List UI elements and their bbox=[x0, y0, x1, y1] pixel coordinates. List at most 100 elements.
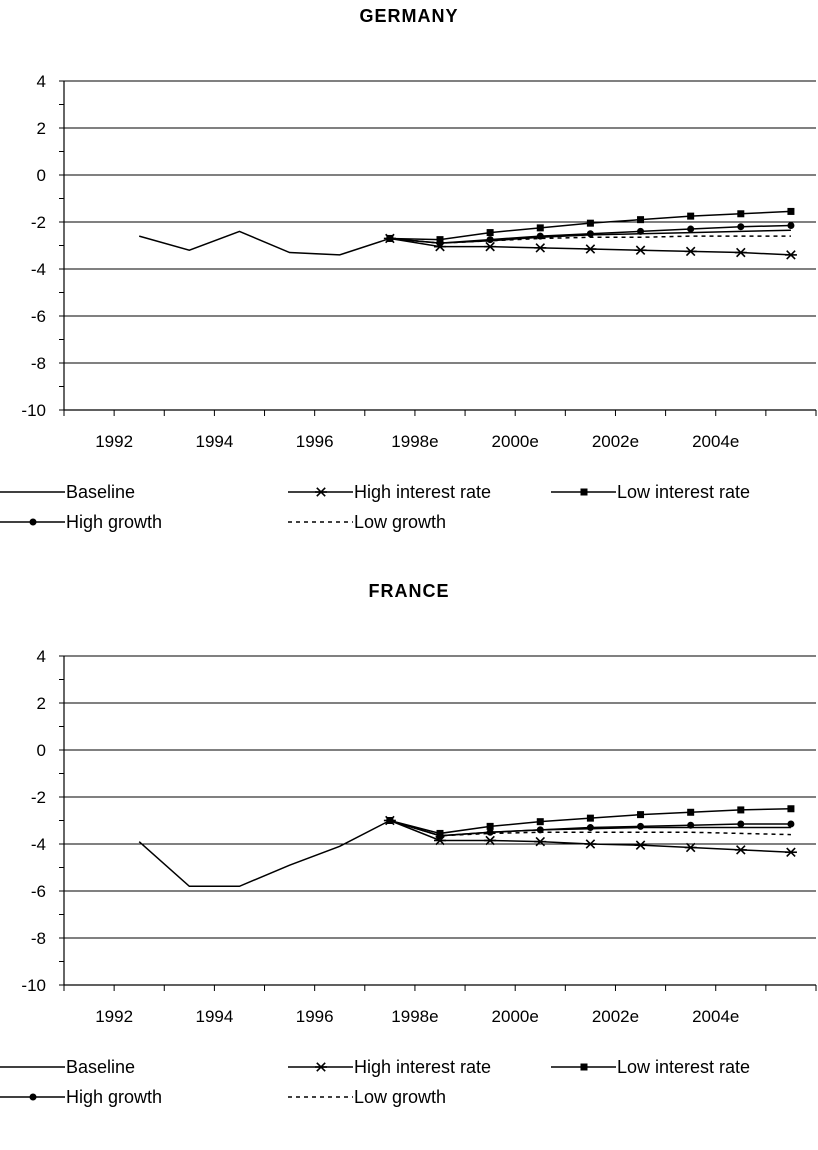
data-point bbox=[784, 250, 797, 260]
data-point bbox=[484, 835, 497, 846]
data-point bbox=[484, 241, 497, 252]
y-tick-label: 2 bbox=[37, 119, 46, 138]
series-low-growth bbox=[389, 819, 791, 837]
legend-label: Baseline bbox=[66, 482, 135, 502]
legend-item: Low growth bbox=[288, 512, 446, 532]
legend-label: High growth bbox=[66, 512, 162, 532]
y-tick-label: 0 bbox=[37, 741, 46, 760]
y-tick-label: 4 bbox=[37, 647, 46, 666]
y-tick-label: 2 bbox=[37, 694, 46, 713]
data-point bbox=[734, 247, 747, 258]
legend-item: High interest rate bbox=[288, 1057, 491, 1077]
series-low-growth bbox=[389, 235, 791, 244]
chart-title: FRANCE bbox=[368, 581, 450, 601]
x-tick-label: 2002e bbox=[592, 1007, 639, 1026]
legend-label: High growth bbox=[66, 1087, 162, 1107]
series-line bbox=[389, 237, 791, 256]
germany-chart-panel: GERMANY 4 2 0 -2 -4 -6 -8 -10 1992 1994 1996 1998e 2… bbox=[0, 6, 817, 532]
legend-marker bbox=[315, 1062, 327, 1072]
y-tick-label: -4 bbox=[31, 260, 46, 279]
data-point bbox=[637, 216, 645, 224]
data-point bbox=[536, 818, 544, 826]
x-tick-label: 2004e bbox=[692, 432, 739, 451]
series-high-growth bbox=[386, 817, 795, 840]
legend-marker bbox=[29, 518, 37, 526]
series-high-interest-rate bbox=[383, 815, 797, 857]
data-point bbox=[787, 222, 795, 230]
legend-item: High growth bbox=[0, 1087, 162, 1107]
data-point bbox=[486, 828, 494, 836]
data-point bbox=[637, 227, 645, 235]
data-point bbox=[586, 230, 594, 238]
data-point bbox=[687, 821, 695, 829]
data-point bbox=[586, 824, 594, 832]
germany-chart: 4 2 0 -2 -4 -6 -8 -10 1992 1994 1996 1998e 2000e 2002… bbox=[0, 72, 817, 532]
y-tick-label: -2 bbox=[31, 213, 46, 232]
x-tick-label: 2000e bbox=[492, 1007, 539, 1026]
legend-label: Baseline bbox=[66, 1057, 135, 1077]
data-point bbox=[586, 219, 594, 227]
y-tick-label: 4 bbox=[37, 72, 46, 91]
x-tick-label: 1996 bbox=[296, 432, 334, 451]
legend-item: Baseline bbox=[0, 1057, 135, 1077]
data-point bbox=[737, 210, 745, 218]
data-point bbox=[687, 808, 695, 816]
legend-label: Low interest rate bbox=[617, 482, 750, 502]
y-tick-label: -6 bbox=[31, 307, 46, 326]
data-point bbox=[787, 207, 795, 215]
france-chart: 4 2 0 -2 -4 -6 -8 -10 1992 1994 1996 1998e 2000e 2002… bbox=[0, 647, 817, 1107]
y-tick-label: -8 bbox=[31, 354, 46, 373]
data-point bbox=[684, 842, 697, 853]
data-point bbox=[737, 223, 745, 231]
data-point bbox=[784, 847, 797, 857]
legend-marker bbox=[29, 1093, 37, 1101]
legend-item: Low growth bbox=[288, 1087, 446, 1107]
data-point bbox=[534, 243, 547, 253]
legend-label: Low growth bbox=[354, 512, 446, 532]
y-tick-label: -6 bbox=[31, 882, 46, 901]
y-tick-label: 0 bbox=[37, 166, 46, 185]
legend-label: Low interest rate bbox=[617, 1057, 750, 1077]
x-tick-label: 1992 bbox=[95, 1007, 133, 1026]
data-point bbox=[737, 806, 745, 814]
y-tick-label: -8 bbox=[31, 929, 46, 948]
series-line bbox=[389, 235, 791, 244]
x-tick-label: 1994 bbox=[195, 1007, 233, 1026]
data-point bbox=[586, 814, 594, 822]
y-tick-label: -4 bbox=[31, 835, 46, 854]
chart-title: GERMANY bbox=[359, 6, 459, 26]
legend-label: High interest rate bbox=[354, 1057, 491, 1077]
data-point bbox=[436, 832, 444, 840]
x-tick-label: 1992 bbox=[95, 432, 133, 451]
data-point bbox=[634, 840, 647, 850]
legend-item: High growth bbox=[0, 512, 162, 532]
data-point bbox=[737, 820, 745, 828]
data-point bbox=[486, 822, 494, 830]
data-point bbox=[687, 212, 695, 220]
x-tick-label: 2000e bbox=[492, 432, 539, 451]
data-point bbox=[486, 229, 494, 237]
legend-item: High interest rate bbox=[288, 482, 491, 502]
y-tick-label: -10 bbox=[21, 401, 46, 420]
legend-marker bbox=[315, 487, 327, 497]
legend-label: High interest rate bbox=[354, 482, 491, 502]
legend-item: Low interest rate bbox=[551, 482, 750, 502]
data-point bbox=[687, 225, 695, 233]
data-point bbox=[734, 845, 747, 855]
data-point bbox=[637, 811, 645, 819]
x-tick-label: 1994 bbox=[195, 432, 233, 451]
x-tick-label: 2004e bbox=[692, 1007, 739, 1026]
legend-item: Baseline bbox=[0, 482, 135, 502]
x-tick-label: 1996 bbox=[296, 1007, 334, 1026]
data-point bbox=[486, 236, 494, 244]
france-chart-panel: FRANCE 4 2 0 -2 -4 -6 -8 -10 1992 1994 1996 1998e 20… bbox=[0, 575, 818, 1150]
data-point bbox=[534, 836, 547, 847]
y-tick-label: -2 bbox=[31, 788, 46, 807]
data-point bbox=[787, 805, 795, 813]
data-point bbox=[584, 244, 597, 254]
legend-marker bbox=[580, 488, 588, 496]
data-point bbox=[536, 224, 544, 232]
y-tick-label: -10 bbox=[21, 976, 46, 995]
data-point bbox=[637, 822, 645, 830]
series-line bbox=[389, 819, 791, 837]
